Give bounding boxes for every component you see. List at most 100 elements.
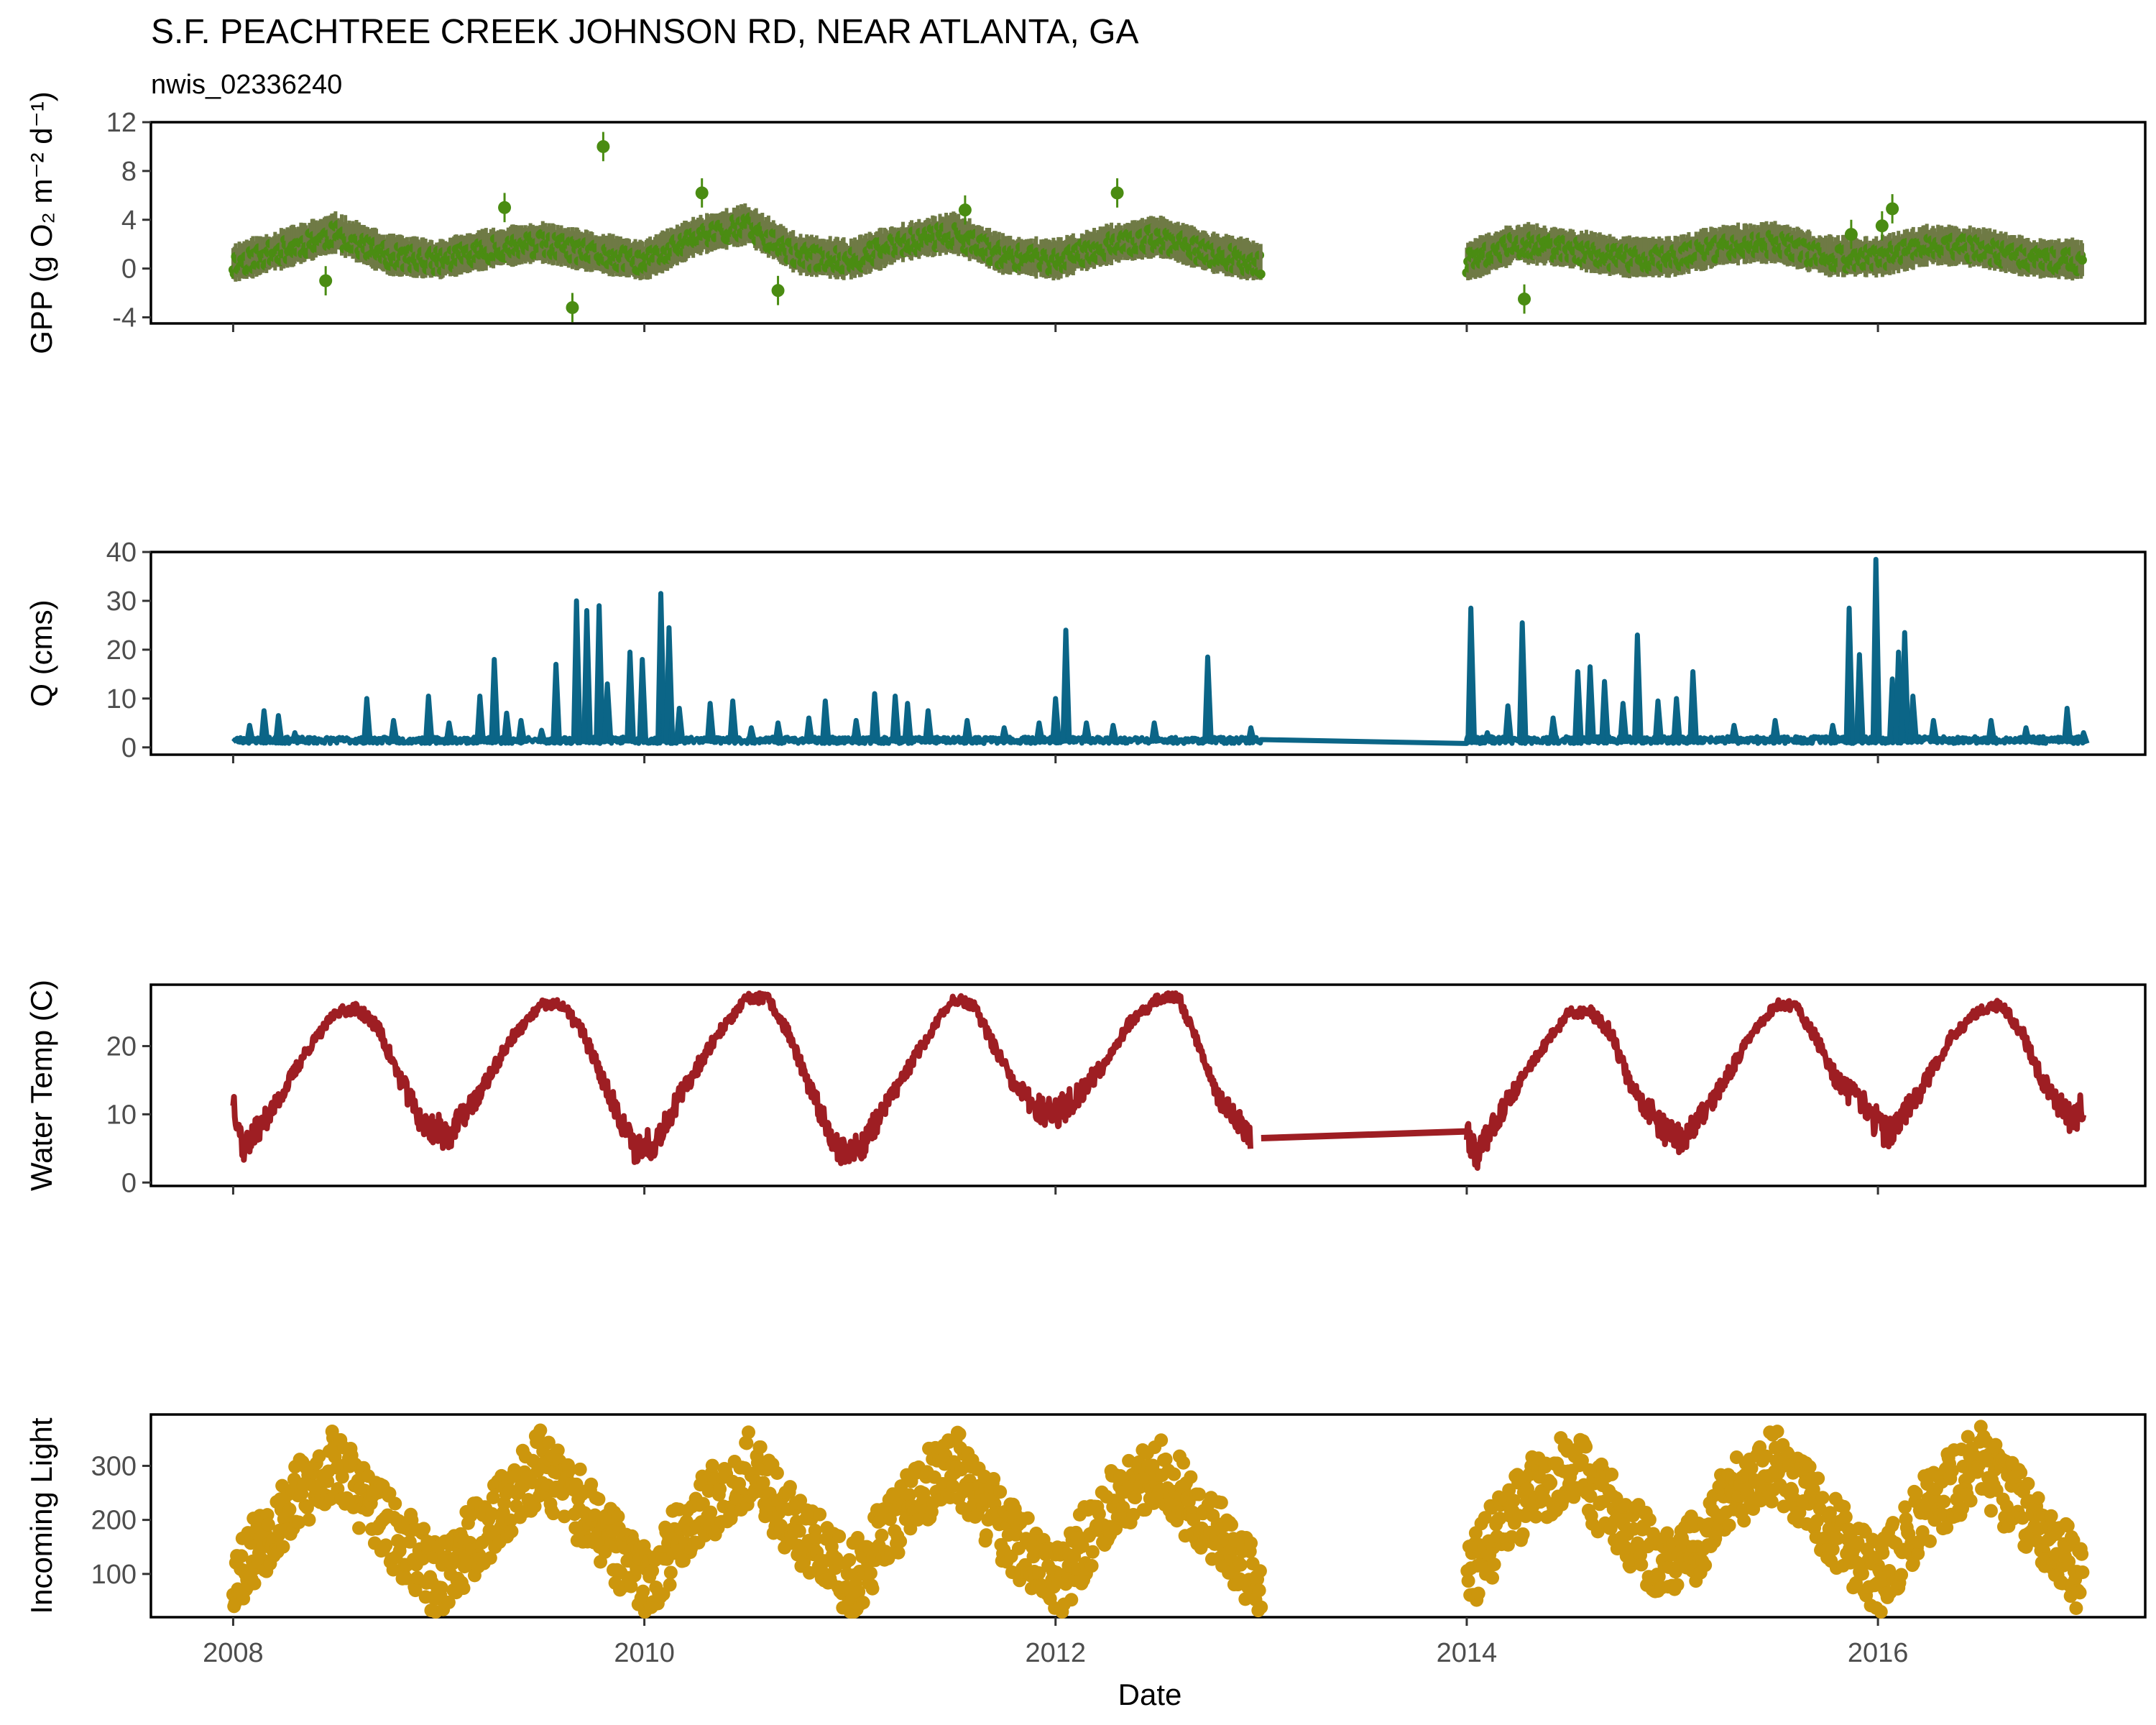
- light-point: [456, 1581, 471, 1596]
- light-point: [1874, 1604, 1888, 1619]
- discharge-peak: [1081, 720, 1093, 744]
- light-point: [328, 1450, 342, 1464]
- y-tick-label-gpp: 8: [121, 157, 137, 187]
- light-point: [797, 1555, 811, 1570]
- discharge-peak: [1482, 730, 1493, 745]
- light-point: [282, 1502, 297, 1517]
- light-point: [2015, 1511, 2030, 1525]
- light-point: [2076, 1565, 2090, 1579]
- light-point: [312, 1449, 326, 1463]
- y-tick-label-q: 10: [106, 684, 137, 714]
- light-point: [2069, 1601, 2083, 1616]
- discharge-peak: [1516, 620, 1529, 744]
- light-point: [300, 1501, 314, 1515]
- discharge-peak: [2020, 725, 2032, 745]
- light-point: [1855, 1567, 1869, 1581]
- light-point: [783, 1480, 797, 1494]
- light-point: [1945, 1463, 1959, 1478]
- y-tick-label-incoming_light: 300: [91, 1451, 137, 1481]
- discharge-peak: [704, 701, 717, 744]
- water-temp-panel: 0 10 20 Water Temp (C): [24, 980, 2147, 1198]
- light-point: [1618, 1498, 1633, 1512]
- light-point: [1254, 1600, 1268, 1614]
- gpp-outlier: [1844, 228, 1858, 242]
- light-point: [1075, 1539, 1089, 1553]
- light-point: [1176, 1455, 1191, 1470]
- light-point: [485, 1506, 499, 1521]
- light-point: [573, 1462, 587, 1476]
- light-point: [645, 1563, 660, 1578]
- light-point: [705, 1458, 719, 1473]
- discharge-peak: [869, 691, 881, 744]
- discharge-peak: [2061, 705, 2073, 744]
- light-point: [1837, 1499, 1851, 1514]
- light-point: [1898, 1500, 1912, 1514]
- light-point: [1471, 1586, 1485, 1601]
- discharge-peak: [2078, 730, 2090, 745]
- light-point: [842, 1552, 857, 1567]
- gpp-outlier: [498, 201, 512, 214]
- light-point: [1085, 1545, 1100, 1559]
- discharge-peak: [1631, 632, 1644, 744]
- light-point: [402, 1535, 417, 1549]
- marks-water_temp: [230, 990, 2087, 1171]
- light-point: [1485, 1570, 1500, 1585]
- discharge-peak: [1843, 605, 1856, 744]
- light-point: [1777, 1499, 1791, 1514]
- light-point: [1167, 1467, 1181, 1481]
- light-point: [1722, 1518, 1736, 1532]
- light-point: [1961, 1430, 1975, 1444]
- discharge-peak: [1033, 720, 1046, 744]
- light-point: [1825, 1542, 1840, 1557]
- light-point: [302, 1512, 316, 1527]
- light-point: [1698, 1558, 1713, 1573]
- light-point: [1823, 1506, 1837, 1520]
- light-point: [1579, 1440, 1593, 1454]
- light-point: [1253, 1564, 1267, 1578]
- light-point: [903, 1488, 917, 1502]
- discharge-peak: [581, 608, 593, 744]
- light-point: [464, 1508, 478, 1522]
- light-point: [1158, 1452, 1173, 1466]
- discharge-peak: [1502, 703, 1514, 744]
- y-tick-label-q: 30: [106, 586, 137, 617]
- light-point: [1911, 1547, 1925, 1561]
- light-point: [1233, 1558, 1248, 1572]
- discharge-peak: [272, 713, 285, 744]
- gpp-outlier: [1875, 219, 1889, 233]
- discharge-peak: [745, 725, 757, 745]
- light-point: [1922, 1534, 1937, 1548]
- gpp-outlier: [695, 186, 709, 200]
- discharge-peak: [1899, 630, 1911, 744]
- light-point: [584, 1477, 599, 1491]
- light-point: [865, 1581, 880, 1596]
- light-point: [598, 1545, 612, 1559]
- y-tick-label-incoming_light: 200: [91, 1506, 137, 1536]
- light-point: [611, 1509, 625, 1524]
- discharge-peak: [258, 708, 270, 744]
- y-tick-label-gpp: 4: [121, 206, 137, 236]
- water-temp-line: [230, 990, 1253, 1167]
- light-point: [891, 1545, 906, 1560]
- light-point: [1493, 1511, 1507, 1525]
- light-point: [1984, 1504, 1998, 1518]
- y-tick-label-gpp: -4: [112, 303, 137, 334]
- discharge-peak: [1547, 715, 1560, 744]
- light-point: [1770, 1425, 1784, 1439]
- x-tick-label: 2008: [203, 1638, 264, 1668]
- light-point: [1963, 1494, 1978, 1508]
- light-point: [1529, 1509, 1543, 1524]
- discharge-peak: [727, 698, 740, 744]
- light-point: [1544, 1476, 1558, 1490]
- discharge-peak: [1050, 696, 1062, 744]
- marks-gpp: [228, 132, 2087, 323]
- discharge-peak: [1652, 698, 1664, 744]
- light-point: [1660, 1526, 1674, 1540]
- water-temp-line: [1463, 997, 2087, 1171]
- light-point: [2075, 1547, 2089, 1561]
- discharge-peak: [1148, 720, 1161, 744]
- light-point: [663, 1578, 677, 1592]
- chart-subtitle: nwis_02336240: [151, 70, 342, 100]
- light-point: [1886, 1516, 1900, 1530]
- discharge-peak: [902, 701, 914, 744]
